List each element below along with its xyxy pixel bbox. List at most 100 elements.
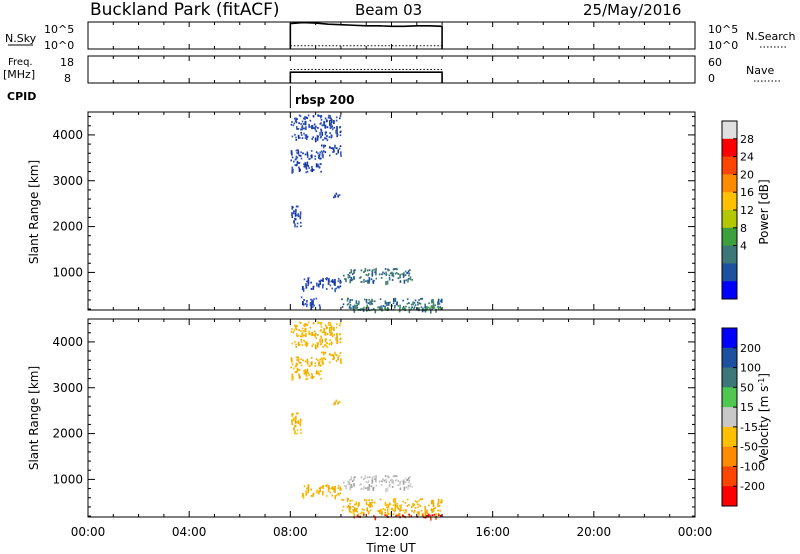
velocity-point	[426, 509, 428, 514]
velocity-point	[310, 376, 312, 379]
power-colorbar-tick-label: 16	[740, 186, 754, 199]
power-point	[385, 281, 387, 286]
velocity-point	[308, 484, 310, 487]
power-colorbar-segment	[722, 245, 737, 264]
power-point	[294, 210, 296, 213]
power-point	[409, 269, 411, 271]
velocity-point	[337, 492, 339, 495]
velocity-point	[351, 499, 353, 502]
velocity-point	[395, 479, 398, 481]
velocity-point	[293, 427, 295, 429]
power-point	[388, 274, 391, 277]
power-point	[380, 305, 382, 310]
velocity-point	[320, 326, 323, 328]
velocity-point	[299, 361, 302, 364]
velocity-point	[296, 333, 298, 335]
power-point	[304, 135, 307, 137]
power-point	[371, 298, 373, 301]
velocity-point	[382, 478, 384, 481]
power-point	[363, 278, 365, 283]
velocity-point	[397, 480, 400, 482]
power-point	[439, 307, 442, 310]
power-point	[328, 280, 331, 283]
power-point	[303, 117, 305, 120]
velocity-point	[341, 509, 344, 512]
power-point	[307, 165, 310, 167]
power-point	[366, 309, 368, 312]
power-point	[399, 276, 401, 279]
velocity-point	[293, 367, 295, 370]
velocity-panel: 1000 2000 3000 4000 Slant Range [km] 200 100…	[27, 318, 771, 521]
velocity-point	[406, 498, 409, 501]
velocity-point	[424, 505, 426, 510]
power-point	[365, 274, 368, 276]
velocity-point	[295, 415, 297, 420]
power-point	[299, 215, 301, 218]
power-colorbar-tick-label: 28	[740, 133, 754, 146]
velocity-point	[309, 333, 311, 335]
power-point	[293, 122, 296, 125]
power-point	[367, 274, 369, 277]
power-point	[388, 277, 391, 279]
velocity-point	[363, 499, 366, 501]
velocity-point	[410, 515, 413, 517]
velocity-point	[340, 362, 342, 364]
velocity-colorbar-segment	[722, 347, 737, 368]
power-point	[305, 116, 308, 119]
velocity-point	[374, 501, 376, 504]
velocity-point	[424, 510, 426, 512]
power-point	[382, 271, 384, 274]
velocity-point	[308, 374, 310, 376]
velocity-point	[398, 512, 401, 517]
power-point	[324, 117, 327, 120]
velocity-point	[294, 417, 296, 420]
velocity-point	[349, 486, 351, 491]
power-point	[319, 281, 321, 286]
velocity-point	[367, 487, 370, 489]
velocity-point	[325, 344, 328, 347]
velocity-point	[306, 342, 309, 345]
power-point	[329, 121, 331, 126]
velocity-point	[394, 510, 396, 513]
power-point	[299, 215, 302, 220]
power-point	[394, 306, 396, 309]
power-point	[315, 297, 318, 300]
velocity-point	[325, 338, 328, 341]
velocity-point	[305, 374, 308, 377]
power-point	[377, 306, 379, 309]
velocity-point	[331, 486, 334, 491]
power-point	[341, 306, 344, 308]
power-point	[296, 163, 298, 166]
power-point	[347, 276, 349, 279]
velocity-point	[329, 361, 331, 364]
x-tick-label: 16:00	[475, 525, 510, 539]
power-point	[315, 151, 318, 154]
power-point	[351, 273, 354, 275]
power-point	[397, 277, 400, 280]
velocity-point	[385, 478, 387, 481]
velocity-plot-area	[88, 319, 695, 517]
velocity-point	[373, 475, 376, 478]
power-point	[363, 271, 365, 273]
velocity-point	[335, 494, 338, 497]
power-colorbar-label: Power [dB]	[757, 179, 771, 244]
velocity-point	[395, 514, 397, 517]
power-point	[369, 300, 371, 305]
power-point	[329, 284, 332, 287]
velocity-point	[408, 513, 410, 516]
power-point	[296, 128, 298, 130]
velocity-point	[295, 356, 298, 359]
velocity-point	[331, 342, 333, 345]
velocity-point	[363, 509, 365, 511]
velocity-point	[298, 373, 300, 376]
power-point	[319, 131, 321, 136]
velocity-point	[295, 343, 297, 346]
velocity-point	[387, 503, 390, 508]
power-point	[364, 268, 367, 272]
velocity-point	[302, 330, 305, 332]
velocity-point	[397, 484, 400, 487]
velocity-point	[321, 351, 323, 354]
power-point	[339, 117, 341, 120]
power-point	[375, 267, 377, 270]
